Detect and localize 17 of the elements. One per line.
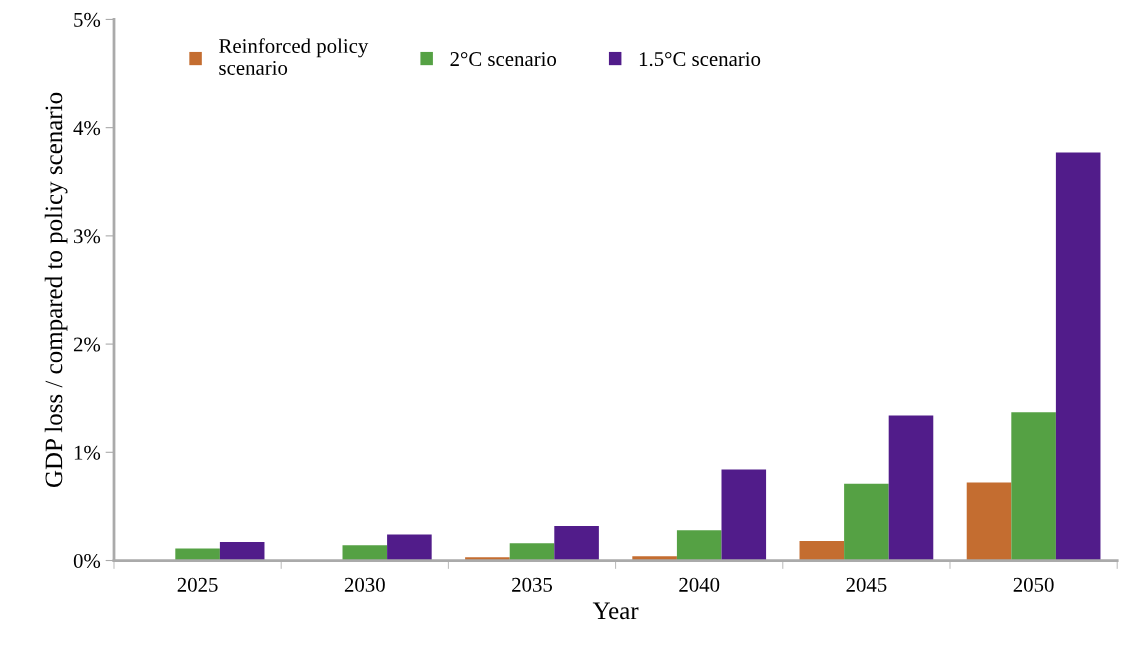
x-tick-label: 2050 — [1013, 577, 1054, 592]
x-tick-label: 2030 — [344, 577, 385, 592]
y-axis-title: GDP loss / compared to policy scenario — [44, 92, 68, 488]
y-tick-label: 3% — [74, 229, 101, 244]
x-tick-label: 2045 — [846, 577, 887, 592]
legend-label: Reinforced policy scenario — [219, 38, 369, 75]
x-tick-label: 2025 — [177, 577, 218, 592]
y-tick-label: 0% — [73, 553, 101, 569]
y-tick-label: 1% — [74, 445, 101, 460]
y-tick-label: 2% — [73, 337, 101, 352]
x-tick-label: 2035 — [512, 577, 553, 592]
legend-label: 1.5°C scenario — [639, 52, 761, 67]
x-axis-title: Year — [592, 602, 639, 620]
y-tick-label: 4% — [73, 121, 101, 136]
x-tick-label: 2040 — [679, 577, 720, 592]
legend-label: 2°C scenario — [450, 52, 557, 67]
y-tick-label: 5% — [74, 12, 101, 27]
